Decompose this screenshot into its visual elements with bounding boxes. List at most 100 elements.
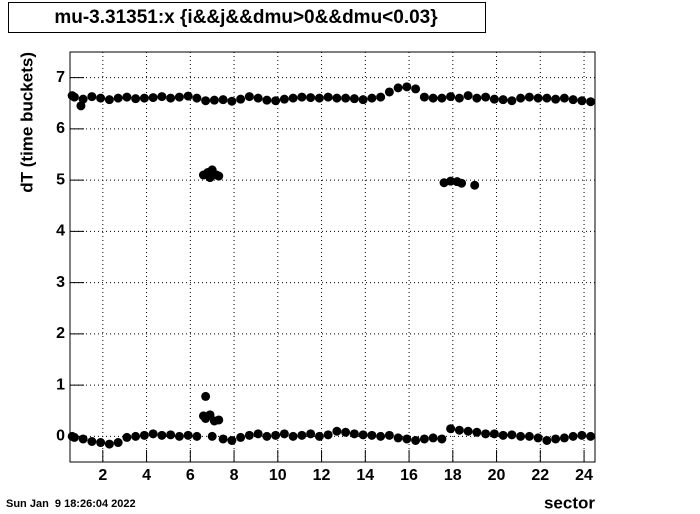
point: [236, 94, 246, 104]
point: [489, 94, 499, 104]
x-axis-label: sector: [544, 493, 595, 512]
point: [205, 410, 215, 420]
point: [577, 96, 587, 106]
x-tick-label: 8: [230, 467, 239, 484]
point: [218, 434, 228, 444]
point: [183, 430, 193, 440]
point: [463, 426, 473, 436]
point: [306, 93, 316, 103]
point: [393, 83, 403, 93]
point: [174, 92, 184, 102]
point: [533, 433, 543, 443]
point: [306, 429, 316, 439]
point: [454, 93, 464, 103]
point: [122, 92, 132, 102]
point: [279, 94, 289, 104]
point: [207, 431, 217, 441]
point: [489, 429, 499, 439]
point: [341, 427, 351, 437]
point: [586, 97, 596, 107]
x-tick-label: 10: [269, 467, 287, 484]
point: [297, 92, 307, 102]
y-axis-label: dT (time buckets): [17, 52, 36, 193]
point: [446, 424, 456, 434]
x-tick-label: 12: [313, 467, 331, 484]
point: [411, 84, 421, 94]
point: [131, 94, 141, 104]
point: [183, 91, 193, 101]
timestamp: Sun Jan 9 18:26:04 2022: [6, 498, 136, 510]
point: [323, 430, 333, 440]
point: [472, 93, 482, 103]
point: [542, 435, 552, 445]
point: [568, 95, 578, 105]
point: [419, 92, 429, 102]
y-tick-label: 7: [56, 69, 65, 86]
y-tick-label: 2: [56, 325, 65, 342]
point: [332, 93, 342, 103]
point: [498, 430, 508, 440]
point: [166, 93, 176, 103]
point: [253, 429, 263, 439]
point: [122, 432, 132, 442]
y-tick-label: 0: [56, 428, 65, 445]
point: [419, 434, 429, 444]
point: [214, 415, 224, 425]
point: [244, 92, 254, 102]
point: [87, 92, 97, 102]
point: [463, 91, 473, 101]
point: [67, 91, 77, 101]
point: [253, 93, 263, 103]
point: [87, 437, 97, 446]
point: [174, 431, 184, 441]
x-tick-label: 20: [488, 467, 506, 484]
point: [218, 95, 228, 105]
x-tick-label: 14: [356, 467, 374, 484]
point: [314, 93, 324, 103]
point: [568, 431, 578, 441]
y-tick-label: 3: [56, 274, 65, 291]
point: [470, 180, 480, 190]
point: [227, 96, 237, 106]
y-tick-label: 1: [56, 376, 65, 393]
grid: [70, 52, 595, 462]
point: [192, 431, 202, 441]
point: [472, 427, 482, 437]
point: [358, 430, 368, 440]
point: [393, 433, 403, 443]
point: [507, 430, 517, 440]
point: [192, 93, 202, 103]
point: [139, 93, 149, 103]
point: [104, 95, 114, 105]
point: [358, 95, 368, 105]
point: [139, 430, 149, 440]
title-box: [8, 2, 486, 33]
x-tick-label: 24: [575, 467, 593, 484]
point: [78, 434, 88, 444]
point: [411, 435, 421, 445]
point: [524, 431, 534, 441]
point: [402, 434, 412, 444]
point: [236, 432, 246, 442]
point: [288, 93, 298, 103]
point: [349, 94, 359, 104]
point: [481, 92, 491, 102]
point: [262, 431, 272, 441]
point: [288, 431, 298, 441]
point: [542, 93, 552, 103]
y-tick-label: 6: [56, 120, 65, 137]
point: [446, 92, 456, 102]
point: [384, 87, 394, 97]
point: [201, 96, 211, 106]
point: [131, 431, 141, 441]
point: [428, 433, 438, 443]
plot-frame: [69, 51, 596, 463]
point: [367, 430, 377, 440]
point: [559, 93, 569, 103]
y-tick-label: 4: [56, 223, 65, 240]
x-tick-label: 2: [98, 467, 107, 484]
point: [201, 391, 211, 401]
point: [104, 439, 114, 449]
point: [323, 92, 333, 102]
